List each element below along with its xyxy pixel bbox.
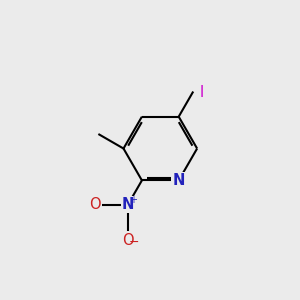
Text: N: N [172, 173, 185, 188]
Text: −: − [129, 236, 140, 249]
Text: N: N [122, 197, 134, 212]
Text: I: I [199, 85, 203, 100]
Text: O: O [89, 197, 100, 212]
Text: +: + [129, 195, 137, 205]
Text: O: O [122, 232, 134, 247]
